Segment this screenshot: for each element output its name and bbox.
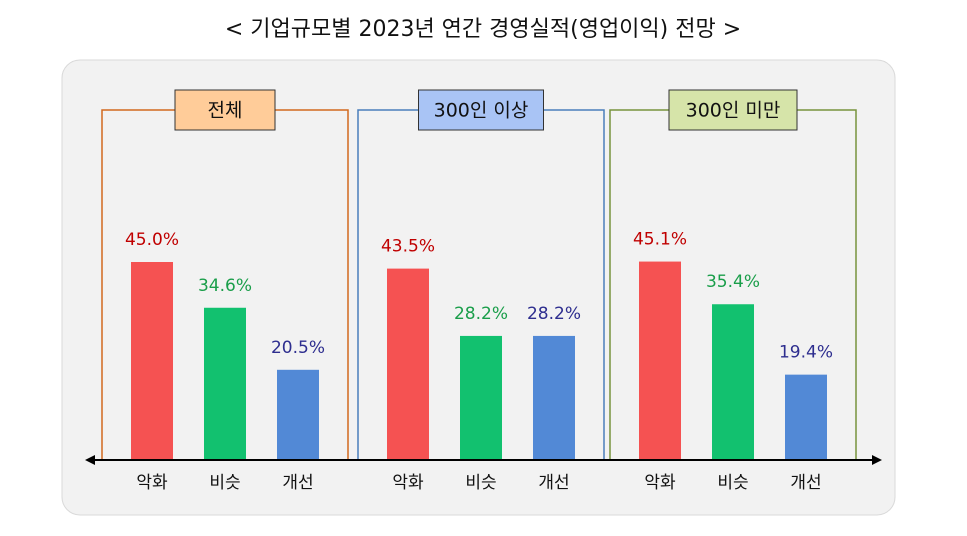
background bbox=[61, 59, 896, 516]
bar bbox=[712, 304, 754, 460]
bar bbox=[204, 307, 246, 460]
x-tick-label: 개선 bbox=[282, 473, 313, 493]
value-label: 20.5% bbox=[271, 338, 325, 358]
value-label: 45.1% bbox=[633, 230, 687, 250]
x-tick-label: 개선 bbox=[538, 473, 569, 493]
panel-header bbox=[668, 89, 798, 131]
bar bbox=[785, 374, 827, 460]
value-label: 45.0% bbox=[125, 230, 179, 250]
x-tick-label: 비슷 bbox=[717, 473, 748, 493]
bar bbox=[131, 262, 173, 460]
value-label: 34.6% bbox=[198, 276, 252, 296]
panel-title: 300인 미만 bbox=[686, 100, 781, 122]
x-tick-label: 비슷 bbox=[465, 473, 496, 493]
value-label: 43.5% bbox=[381, 237, 435, 257]
value-label: 28.2% bbox=[527, 304, 581, 324]
bar bbox=[460, 335, 502, 460]
value-label: 19.4% bbox=[779, 343, 833, 363]
value-label: 35.4% bbox=[706, 272, 760, 292]
panel-header bbox=[174, 89, 276, 131]
page-title: < 기업규모별 2023년 연간 경영실적(영업이익) 전망 > bbox=[225, 17, 741, 42]
x-tick-label: 비슷 bbox=[209, 473, 240, 493]
panel-header bbox=[418, 89, 544, 131]
bar bbox=[387, 268, 429, 460]
x-tick-label: 악화 bbox=[644, 473, 676, 493]
x-tick-label: 개선 bbox=[790, 473, 821, 493]
bar bbox=[277, 369, 319, 460]
bar bbox=[639, 261, 681, 460]
bar bbox=[533, 335, 575, 460]
x-tick-label: 악화 bbox=[136, 473, 168, 493]
value-label: 28.2% bbox=[454, 304, 508, 324]
x-tick-label: 악화 bbox=[392, 473, 424, 493]
panel-title: 300인 이상 bbox=[434, 100, 529, 122]
panel-title: 전체 bbox=[208, 100, 243, 122]
